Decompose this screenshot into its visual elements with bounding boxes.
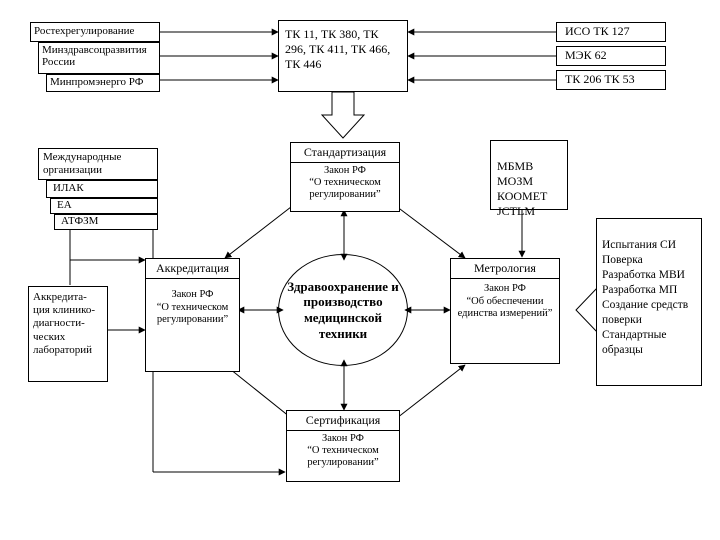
box-ea: ЕА: [50, 198, 158, 214]
box-rostekh: Ростехрегулирование: [30, 22, 160, 42]
title: Стандартизация: [291, 143, 399, 163]
box-tk: ТК 11, ТК 380, ТК 296, ТК 411, ТК 466, Т…: [278, 20, 408, 92]
label: Международные организации: [43, 151, 121, 176]
label: ТК 206 ТК 53: [565, 72, 635, 86]
box-accr: Аккредитация Закон РФ “О техническом рег…: [145, 258, 240, 372]
sub: Закон РФ “О техническом регулировании”: [146, 279, 239, 329]
box-tk206: ТК 206 ТК 53: [556, 70, 666, 90]
box-atfsm: АТФЗМ: [54, 214, 158, 230]
label: МБМВ МОЗМ КООМЕТ JCTLM: [497, 159, 547, 218]
box-accr-labs: Аккредита-ция клинико-диагности-ческих л…: [28, 286, 108, 382]
sub: Закон РФ “Об обеспечении единства измере…: [451, 279, 559, 325]
box-cert: Сертификация Закон РФ “О техническом рег…: [286, 410, 400, 482]
box-iso: ИСО ТК 127: [556, 22, 666, 42]
sub: Закон РФ “О техническом регулировании”: [287, 431, 399, 471]
box-minprom: Минпромэнерго РФ: [46, 74, 160, 92]
box-ilac: ИЛАК: [46, 180, 158, 198]
label: Здравоохранение и производство медицинск…: [285, 279, 401, 341]
center-circle: Здравоохранение и производство медицинск…: [278, 254, 408, 366]
box-rightlist: Испытания СИ Поверка Разработка МВИ Разр…: [596, 218, 702, 386]
box-iec: МЭК 62: [556, 46, 666, 66]
title: Сертификация: [287, 411, 399, 431]
label: Минпромэнерго РФ: [50, 76, 143, 88]
box-intl-org: Международные организации: [38, 148, 158, 180]
label: ТК 11, ТК 380, ТК 296, ТК 411, ТК 466, Т…: [285, 27, 390, 71]
box-minzdrav: Минздравсоцразвития России: [38, 42, 160, 74]
label: Минздравсоцразвития России: [42, 44, 147, 68]
box-mbmv: МБМВ МОЗМ КООМЕТ JCTLM: [490, 140, 568, 210]
title: Аккредитация: [146, 259, 239, 279]
sub: Закон РФ “О техническом регулировании”: [291, 163, 399, 203]
title: Метрология: [451, 259, 559, 279]
label: ЕА: [57, 199, 72, 211]
label: Ростехрегулирование: [34, 25, 134, 37]
label: Испытания СИ Поверка Разработка МВИ Разр…: [602, 239, 688, 356]
label: Аккредита-ция клинико-диагности-ческих л…: [33, 291, 95, 356]
box-std: Стандартизация Закон РФ “О техническом р…: [290, 142, 400, 212]
label: АТФЗМ: [61, 215, 98, 227]
label: ИСО ТК 127: [565, 24, 630, 38]
box-metr: Метрология Закон РФ “Об обеспечении един…: [450, 258, 560, 364]
label: МЭК 62: [565, 48, 607, 62]
label: ИЛАК: [53, 182, 84, 194]
